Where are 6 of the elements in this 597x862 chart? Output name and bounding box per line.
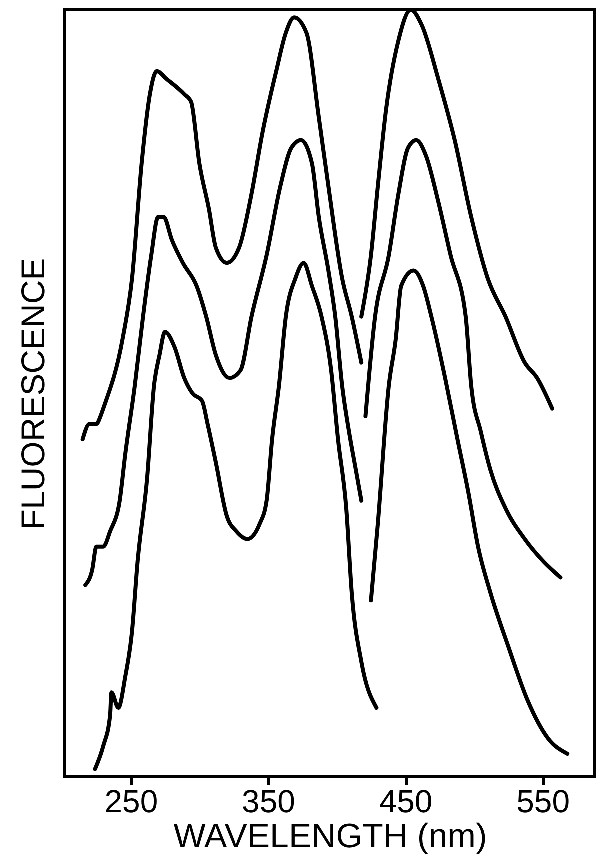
x-tick-label: 550 <box>516 784 570 820</box>
y-axis-title: FLUORESCENCE <box>14 258 52 530</box>
x-tick-label: 250 <box>104 784 158 820</box>
x-tick-label: 350 <box>242 784 296 820</box>
x-tick-label: 450 <box>379 784 433 820</box>
x-axis-title: WAVELENGTH (nm) <box>174 818 488 856</box>
